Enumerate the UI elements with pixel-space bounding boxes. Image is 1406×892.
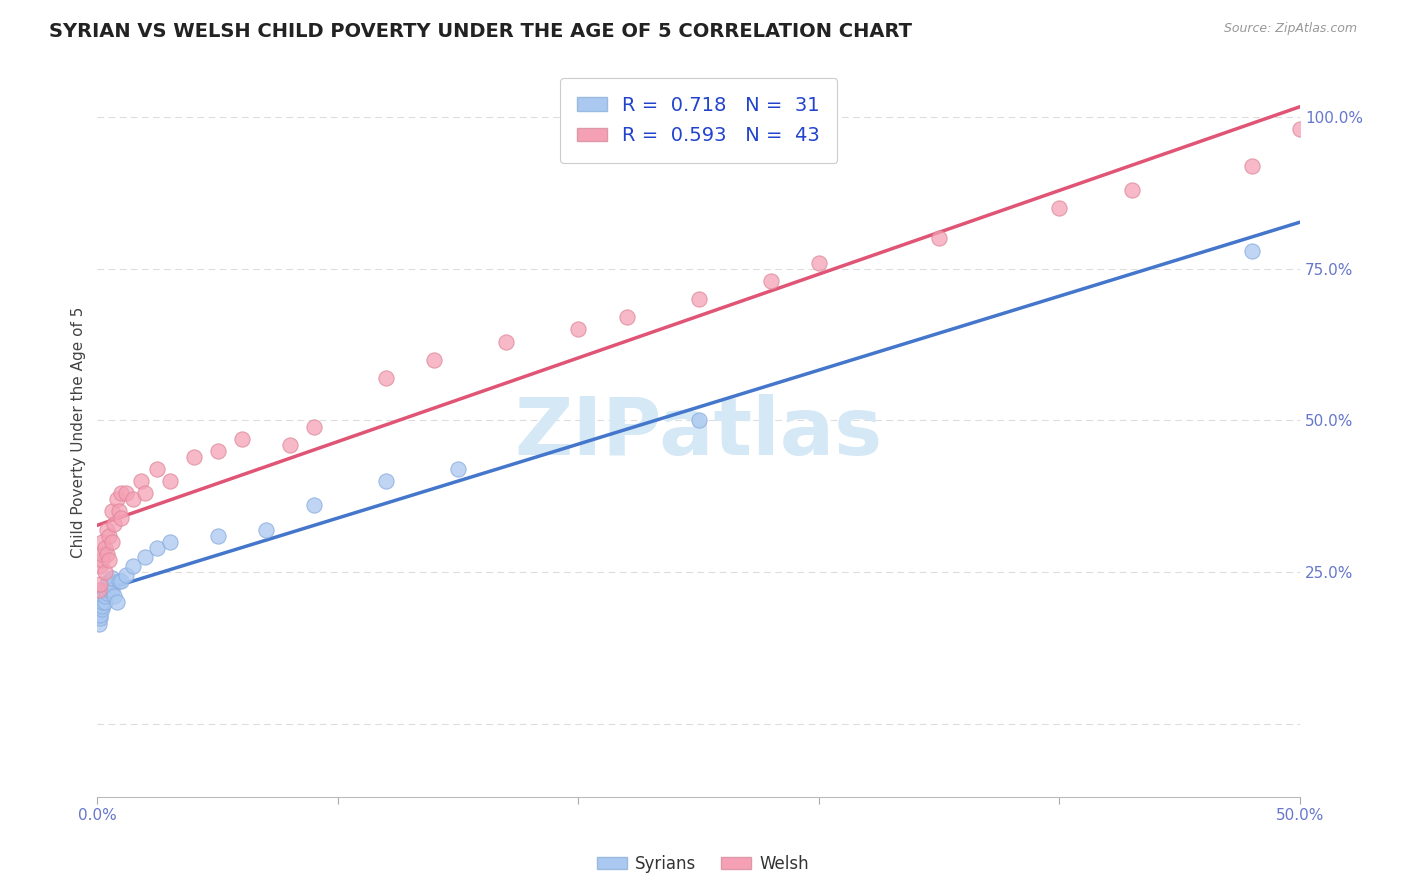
Legend: R =  0.718   N =  31, R =  0.593   N =  43: R = 0.718 N = 31, R = 0.593 N = 43 (560, 78, 838, 163)
Point (108, 504, 131, 518)
Point (616, 310, 638, 325)
Point (91, 547, 114, 561)
Point (122, 492, 145, 507)
Point (91, 534, 114, 549)
Point (98, 583, 121, 598)
Point (207, 529, 229, 543)
Point (122, 559, 145, 574)
Point (93, 583, 115, 598)
Text: ZIPatlas: ZIPatlas (515, 393, 883, 472)
Y-axis label: Child Poverty Under the Age of 5: Child Poverty Under the Age of 5 (72, 307, 86, 558)
Point (110, 574, 132, 589)
Point (278, 438, 301, 452)
Point (101, 583, 124, 598)
Point (105, 595, 128, 609)
Point (146, 541, 169, 555)
Point (302, 499, 325, 513)
Point (96, 547, 118, 561)
Point (375, 474, 398, 488)
Point (447, 462, 470, 476)
Point (302, 419, 325, 434)
Point (93, 541, 115, 555)
Legend: Syrians, Welsh: Syrians, Welsh (591, 848, 815, 880)
Point (105, 492, 128, 507)
Point (207, 443, 229, 458)
Point (928, 231, 950, 245)
Point (96, 577, 118, 591)
Point (110, 510, 132, 524)
Point (1240, 159, 1263, 173)
Point (89, 610, 111, 624)
Point (1049, 201, 1071, 215)
Point (115, 568, 138, 582)
Point (1289, 122, 1312, 136)
Point (688, 292, 710, 306)
Point (96, 586, 118, 600)
Point (101, 534, 124, 549)
Point (98, 553, 121, 567)
Point (807, 256, 830, 270)
Point (115, 486, 138, 500)
Point (89, 607, 111, 622)
Point (103, 516, 125, 531)
Point (108, 574, 131, 589)
Point (1121, 183, 1143, 197)
Point (231, 432, 253, 446)
Point (159, 534, 181, 549)
Point (495, 334, 517, 349)
Point (146, 462, 169, 476)
Point (96, 523, 118, 537)
Point (98, 574, 121, 589)
Point (129, 474, 152, 488)
Point (183, 450, 205, 464)
Point (110, 486, 132, 500)
Point (759, 274, 782, 288)
Point (423, 352, 446, 367)
Point (254, 523, 277, 537)
Point (93, 595, 115, 609)
Point (375, 371, 398, 385)
Point (1240, 244, 1263, 258)
Point (91, 595, 114, 609)
Point (101, 571, 124, 585)
Point (134, 486, 156, 500)
Point (91, 601, 114, 615)
Point (87, 616, 110, 631)
Point (103, 590, 125, 604)
Point (134, 549, 156, 564)
Point (89, 577, 111, 591)
Text: SYRIAN VS WELSH CHILD POVERTY UNDER THE AGE OF 5 CORRELATION CHART: SYRIAN VS WELSH CHILD POVERTY UNDER THE … (49, 22, 912, 41)
Point (89, 559, 111, 574)
Text: Source: ZipAtlas.com: Source: ZipAtlas.com (1223, 22, 1357, 36)
Point (101, 504, 124, 518)
Point (688, 413, 710, 427)
Point (93, 565, 115, 579)
Point (567, 322, 589, 336)
Point (87, 583, 110, 598)
Point (91, 553, 114, 567)
Point (159, 474, 181, 488)
Point (93, 590, 115, 604)
Point (98, 529, 121, 543)
Point (91, 599, 114, 613)
